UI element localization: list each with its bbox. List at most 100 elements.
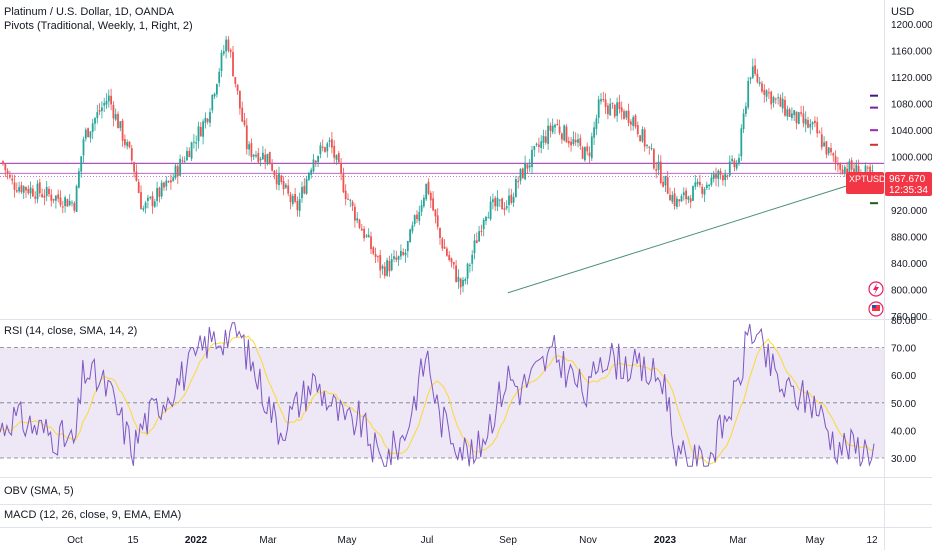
candle-body (636, 125, 639, 135)
candle-body (377, 256, 379, 258)
pivot-scale-markers (870, 94, 878, 205)
candle-body (89, 131, 92, 138)
candle-body (676, 198, 678, 207)
support-trendline[interactable] (507, 177, 873, 294)
candle-body (733, 160, 736, 168)
candle-body (446, 248, 448, 256)
currency-label[interactable]: USD (891, 6, 915, 18)
candle-body (218, 71, 221, 83)
flag-event-icon[interactable] (868, 301, 884, 317)
pivot-levels (0, 162, 884, 178)
candle-body (135, 171, 138, 181)
candle-body (126, 142, 129, 147)
candle-body (296, 200, 299, 211)
candle-body (535, 143, 538, 145)
candle-body (144, 202, 147, 209)
candle-body (802, 113, 805, 124)
candle-body (20, 185, 23, 193)
candle-body (87, 128, 89, 138)
time-axis-label: Sep (499, 535, 517, 546)
candle-body (383, 266, 386, 276)
candle-body (199, 126, 202, 137)
candle-body (271, 164, 273, 171)
candle-body (229, 49, 232, 52)
candle-body (282, 181, 285, 190)
candle-body (457, 276, 460, 282)
candle-body (593, 127, 595, 138)
candle-body (436, 215, 439, 227)
candle-body (551, 125, 554, 133)
rsi-line (0, 322, 875, 467)
candle-body (158, 187, 161, 197)
candle-body (682, 192, 685, 196)
candle-body (547, 125, 549, 144)
candle-body (818, 132, 821, 134)
candle-body (71, 202, 73, 204)
time-axis-label: 12 (866, 535, 878, 546)
time-axis-label: Nov (579, 535, 597, 546)
candle-body (257, 152, 260, 163)
candle-body (301, 187, 303, 199)
candle-body (101, 107, 103, 112)
candle-body (816, 122, 819, 134)
rsi-tick-label: 40.00 (891, 426, 916, 437)
candle-body (234, 77, 237, 84)
candle-body (632, 117, 635, 127)
candle-body (227, 39, 230, 51)
candle-body (664, 175, 667, 186)
candle-body (32, 188, 34, 197)
candle-body (515, 178, 517, 198)
symbol-title[interactable]: Platinum / U.S. Dollar, 1D, OANDA (4, 6, 174, 18)
candle-body (305, 178, 308, 194)
candle-body (319, 145, 322, 155)
candle-body (567, 140, 570, 144)
candle-body (574, 140, 577, 143)
candle-body (742, 113, 745, 130)
candle-body (848, 161, 851, 175)
candle-body (699, 181, 701, 186)
candle-body (710, 177, 713, 185)
candle-body (565, 126, 568, 143)
macd-legend[interactable]: MACD (12, 26, close, 9, EMA, EMA) (4, 509, 182, 521)
candle-body (705, 184, 708, 189)
candle-body (222, 51, 225, 54)
candle-body (616, 102, 618, 116)
obv-legend[interactable]: OBV (SMA, 5) (4, 485, 74, 497)
candle-body (450, 258, 453, 263)
candle-body (354, 206, 356, 221)
candle-body (590, 136, 593, 159)
rsi-moving-average-line (0, 334, 875, 465)
rsi-legend[interactable]: RSI (14, close, SMA, 14, 2) (4, 325, 138, 337)
candle-body (170, 180, 172, 183)
price-tag-price: 967.670 (889, 174, 926, 185)
candle-body (22, 186, 25, 193)
candle-body (188, 150, 191, 158)
rsi-tick-label: 70.00 (891, 344, 916, 355)
candle-body (871, 170, 874, 172)
candle-body (381, 266, 384, 269)
candle-body (604, 99, 607, 107)
candle-body (669, 194, 671, 201)
candle-body (409, 229, 411, 243)
candle-body (314, 160, 317, 163)
candle-body (372, 247, 375, 254)
lightning-event-icon[interactable] (868, 281, 884, 297)
candle-body (570, 141, 572, 146)
candle-body (496, 197, 499, 207)
candle-body (464, 279, 467, 281)
time-axis-label: May (806, 535, 825, 546)
candle-body (687, 196, 690, 200)
candle-body (275, 175, 278, 185)
candle-body (216, 84, 218, 95)
rsi-tick-label: 80.00 (891, 316, 916, 327)
candle-body (344, 190, 347, 200)
pivots-legend[interactable]: Pivots (Traditional, Weekly, 1, Right, 2… (4, 20, 193, 32)
candle-body (195, 142, 198, 144)
candle-body (715, 174, 717, 179)
candle-body (561, 133, 563, 140)
candle-body (18, 187, 20, 192)
price-tag-box (846, 172, 884, 194)
candle-body (841, 169, 844, 175)
candle-body (202, 121, 204, 137)
